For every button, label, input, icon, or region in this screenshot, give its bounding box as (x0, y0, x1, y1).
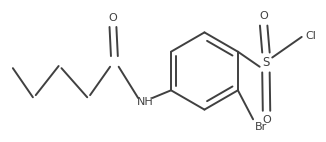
Text: O: O (262, 115, 271, 125)
Text: NH: NH (137, 97, 154, 106)
Text: O: O (109, 13, 117, 23)
Text: Cl: Cl (305, 31, 316, 40)
Text: O: O (259, 11, 268, 21)
Text: Br: Br (255, 122, 267, 132)
Text: S: S (262, 56, 270, 69)
